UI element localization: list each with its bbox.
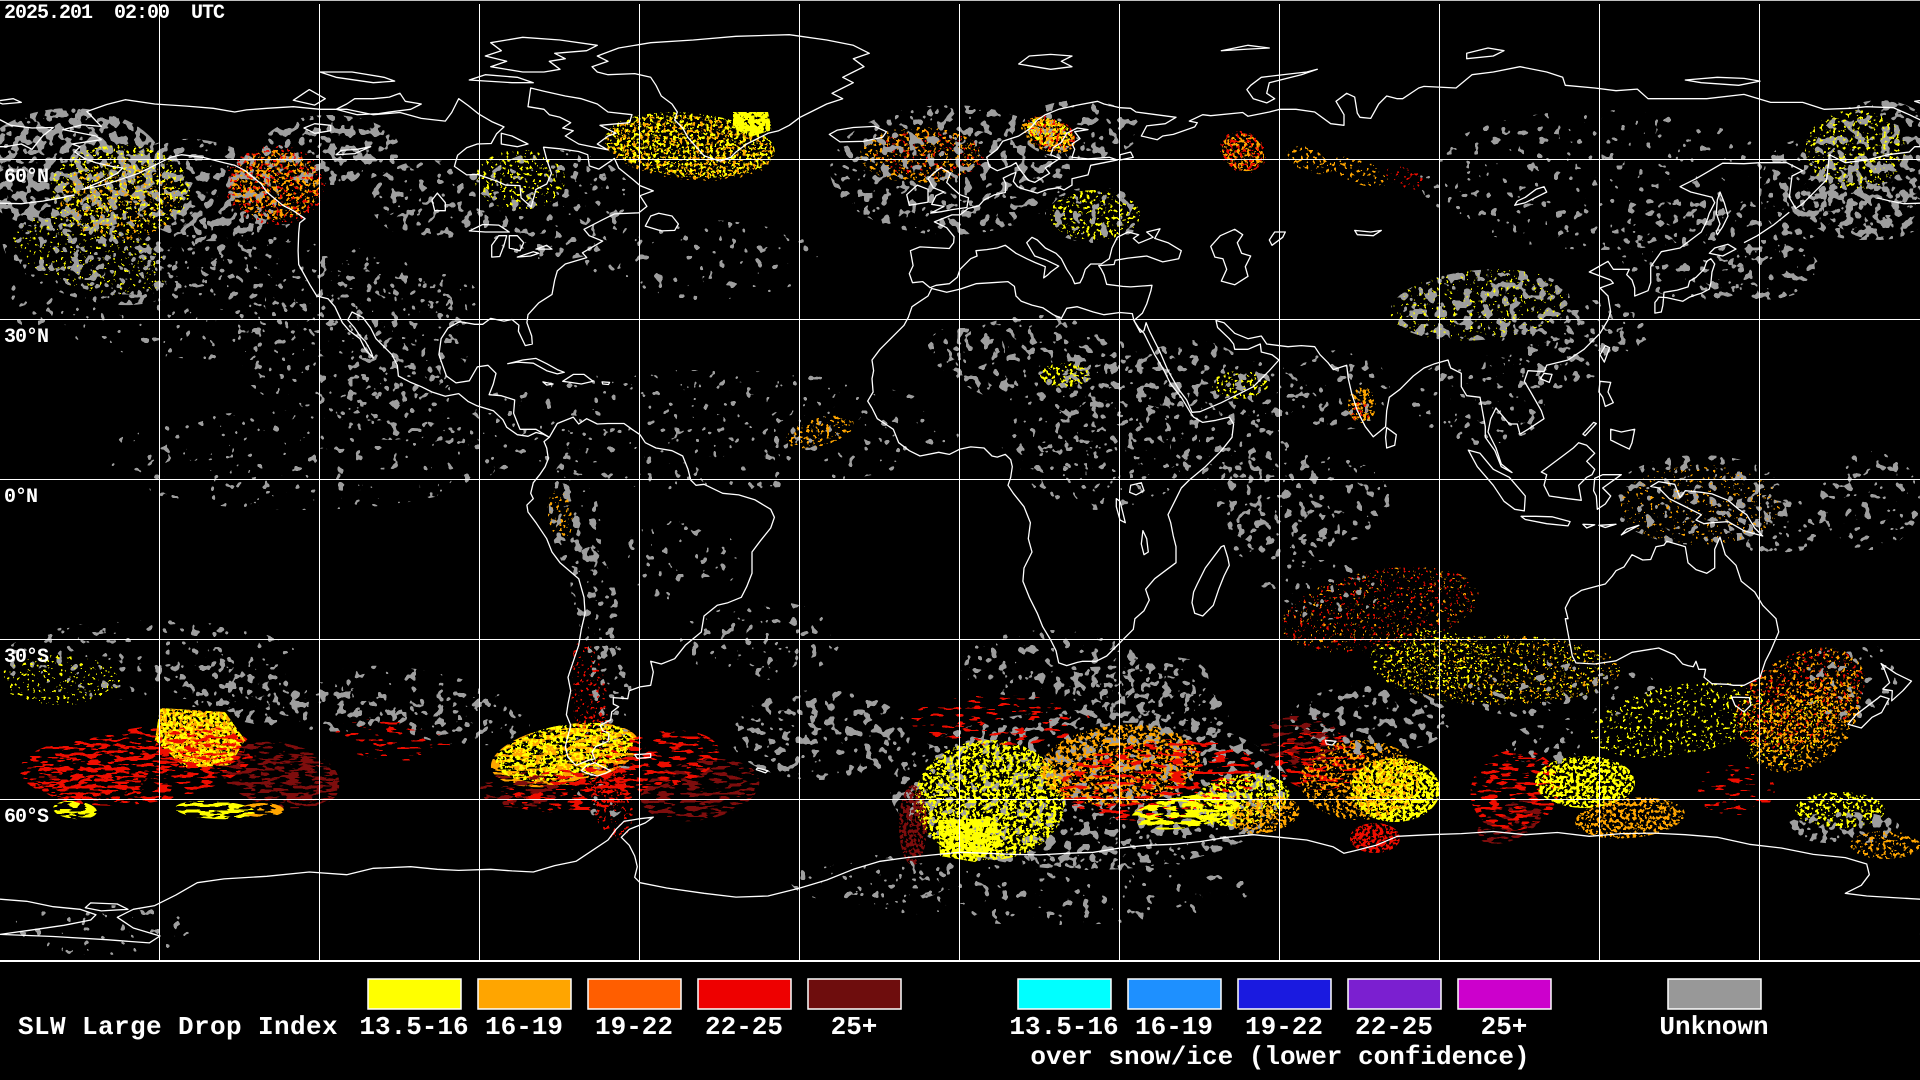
svg-text:SLW Large Drop Index: SLW Large Drop Index — [18, 1012, 338, 1042]
svg-text:0°N: 0°N — [4, 486, 37, 509]
svg-text:60°N: 60°N — [4, 166, 48, 189]
svg-text:30°S: 30°S — [4, 646, 49, 669]
svg-text:19-22: 19-22 — [595, 1012, 673, 1042]
svg-text:25+: 25+ — [831, 1012, 878, 1042]
svg-text:13.5-16: 13.5-16 — [1009, 1012, 1118, 1042]
svg-text:2025.201 02:00 UTC: 2025.201 02:00 UTC — [4, 2, 225, 25]
svg-text:30°N: 30°N — [4, 326, 48, 349]
svg-text:22-25: 22-25 — [1355, 1012, 1433, 1042]
svg-text:60°S: 60°S — [4, 806, 49, 829]
svg-text:22-25: 22-25 — [705, 1012, 783, 1042]
svg-text:13.5-16: 13.5-16 — [359, 1012, 468, 1042]
svg-text:16-19: 16-19 — [1135, 1012, 1213, 1042]
svg-text:25+: 25+ — [1481, 1012, 1528, 1042]
svg-text:16-19: 16-19 — [485, 1012, 563, 1042]
svg-text:over snow/ice (lower confidenc: over snow/ice (lower confidence) — [1030, 1042, 1529, 1072]
svg-text:19-22: 19-22 — [1245, 1012, 1323, 1042]
svg-text:Unknown: Unknown — [1659, 1012, 1768, 1042]
